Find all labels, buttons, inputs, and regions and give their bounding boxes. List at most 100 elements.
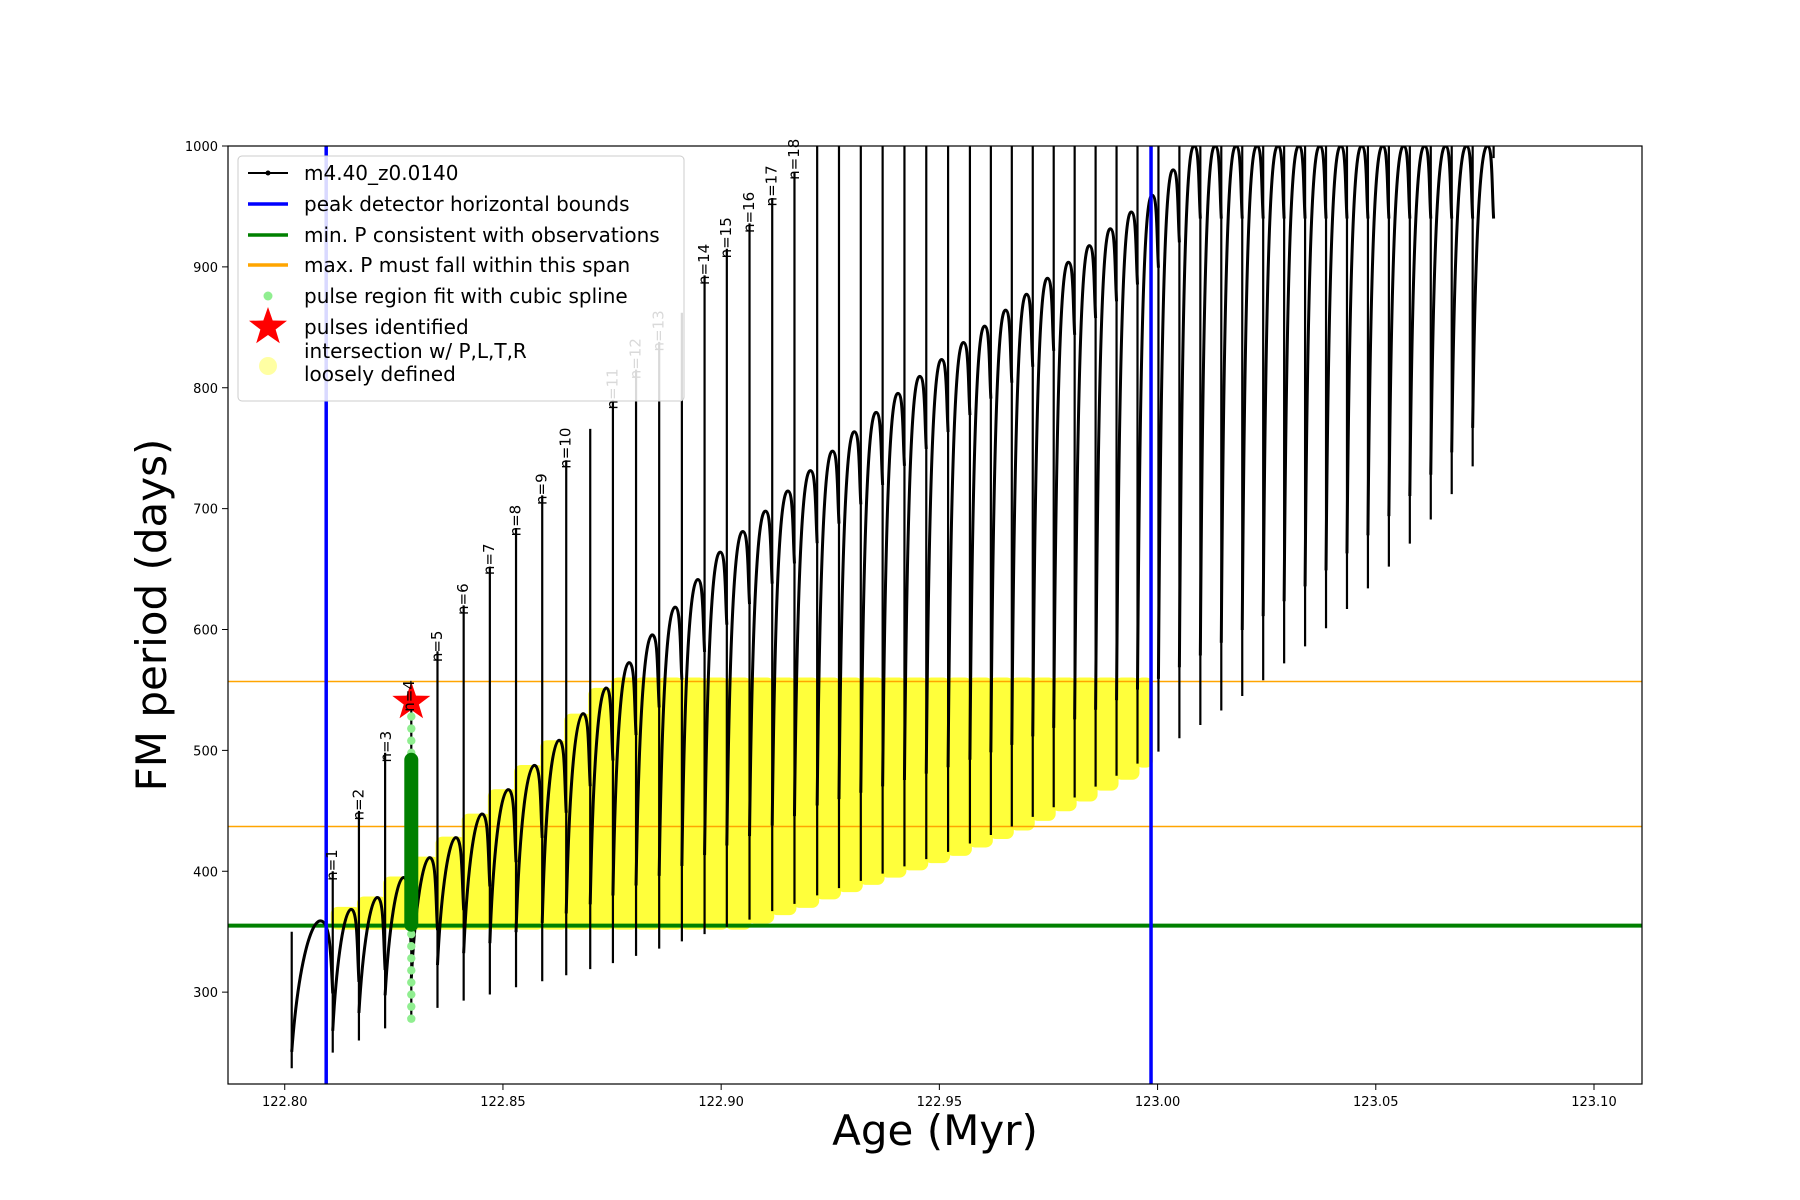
interpulse-curve xyxy=(1115,210,1139,701)
x-tick-label: 123.10 xyxy=(1571,1095,1617,1110)
interpulse-curve xyxy=(703,550,729,856)
pulse-label: n=7 xyxy=(480,543,498,575)
intersection-region xyxy=(1093,677,1119,791)
x-tick-label: 122.85 xyxy=(480,1095,526,1110)
interpulse-curve xyxy=(968,324,993,760)
pulse-label: n=14 xyxy=(695,244,713,285)
interpulse-curve xyxy=(290,919,335,1053)
interpulse-curve xyxy=(357,895,387,1014)
legend-label: max. P must fall within this span xyxy=(304,253,630,277)
interpulse-curve xyxy=(881,391,906,787)
interpulse-curve xyxy=(792,469,819,817)
intersection-region xyxy=(702,677,729,930)
interpulse-curve xyxy=(611,661,638,896)
interpulse-curve xyxy=(748,509,774,837)
pulse-label: n=10 xyxy=(557,428,575,469)
interpulse-curve xyxy=(837,430,863,800)
axis-ticks: 122.80 122.85 122.90 122.95 123.00 123.05 123.… xyxy=(185,140,1617,1110)
plot-area xyxy=(228,146,1642,1084)
pulse-label: n=1 xyxy=(323,849,341,881)
interpulse-curve xyxy=(859,410,885,793)
intersection-region xyxy=(967,677,993,848)
spline-core xyxy=(404,752,419,932)
interpulse-curve xyxy=(680,577,707,866)
x-tick-label: 122.95 xyxy=(917,1095,963,1110)
intersection-region xyxy=(988,677,1014,839)
y-tick-label: 800 xyxy=(193,382,218,397)
interpulse-curve xyxy=(657,605,684,876)
intersection-region xyxy=(1114,677,1140,780)
pulse-label: n=16 xyxy=(740,192,758,233)
interpulse-curve xyxy=(815,449,841,806)
y-axis-title: FM period (days) xyxy=(127,439,176,792)
interpulse-curve xyxy=(1324,146,1349,571)
x-tick-label: 123.00 xyxy=(1135,1095,1181,1110)
interpulse-curve xyxy=(1010,292,1035,745)
spline-fit-region xyxy=(404,700,419,1023)
y-tick-label: 400 xyxy=(193,865,218,880)
interpulse-curve xyxy=(1345,146,1370,554)
pulse-label: n=2 xyxy=(349,789,367,821)
legend-marker xyxy=(263,291,273,301)
interpulse-curve xyxy=(1408,146,1433,496)
y-tick-label: 1000 xyxy=(185,140,218,155)
spline-point xyxy=(407,978,416,987)
plot-frame xyxy=(227,145,1643,1085)
interpulse-curve xyxy=(1471,146,1496,428)
x-tick-label: 122.80 xyxy=(262,1095,308,1110)
spline-point xyxy=(407,736,416,745)
pulse-label: n=18 xyxy=(785,139,803,180)
x-tick-label: 123.05 xyxy=(1353,1095,1399,1110)
intersection-region xyxy=(514,764,545,930)
legend-label: min. P consistent with observations xyxy=(304,223,660,247)
interpulse-curve xyxy=(1240,146,1265,630)
interpulse-curve xyxy=(1429,146,1454,475)
intersection-region xyxy=(564,713,593,930)
intersection-region xyxy=(902,677,929,871)
pulse-label: n=17 xyxy=(763,165,781,206)
intersection-region xyxy=(924,677,951,864)
spline-point xyxy=(407,712,416,721)
y-tick-label: 900 xyxy=(193,261,218,276)
x-axis-title: Age (Myr) xyxy=(832,1106,1038,1155)
intersection-region xyxy=(770,677,797,916)
y-tick-label: 300 xyxy=(193,986,218,1001)
interpulse-curve xyxy=(540,738,568,923)
intersection-band xyxy=(330,677,1154,930)
spline-point xyxy=(407,1002,416,1011)
spline-point xyxy=(407,966,416,975)
pulse-label: n=5 xyxy=(428,631,446,663)
interpulse-curve xyxy=(331,907,361,1031)
intersection-region xyxy=(792,677,820,908)
pulse-label: n=4 xyxy=(400,680,418,712)
interpulse-curve xyxy=(462,812,492,954)
intersection-region xyxy=(540,740,569,930)
interpulse-curve xyxy=(1303,146,1328,587)
intersection-region xyxy=(747,677,775,924)
legend-label: pulse region fit with cubic spline xyxy=(304,284,628,308)
legend-marker xyxy=(259,357,277,375)
interpulse-curve xyxy=(989,308,1014,753)
interpulse-curve xyxy=(514,763,544,933)
interpulse-curve xyxy=(1073,244,1098,720)
pulse-label: n=6 xyxy=(454,583,472,615)
interpulse-curve xyxy=(1031,276,1056,737)
intersection-region xyxy=(1072,677,1098,802)
interpulse-curve xyxy=(1156,168,1181,679)
legend-label: peak detector horizontal bounds xyxy=(304,192,630,216)
intersection-region xyxy=(815,677,841,900)
interpulse-curve xyxy=(1198,146,1223,656)
interpulse-curve xyxy=(1450,146,1475,453)
interpulse-curve xyxy=(1177,146,1202,668)
intersection-region xyxy=(880,677,907,878)
interpulse-curve xyxy=(1387,146,1412,517)
interpulse-curve xyxy=(725,530,752,846)
interpulse-curve xyxy=(1094,227,1119,710)
pulse-label: n=15 xyxy=(717,217,735,258)
legend-frame xyxy=(237,155,685,402)
interpulse-curve xyxy=(770,489,796,826)
pulse-label: n=3 xyxy=(377,731,395,763)
pulse-identified-star xyxy=(392,682,431,719)
intersection-region xyxy=(1051,677,1077,812)
